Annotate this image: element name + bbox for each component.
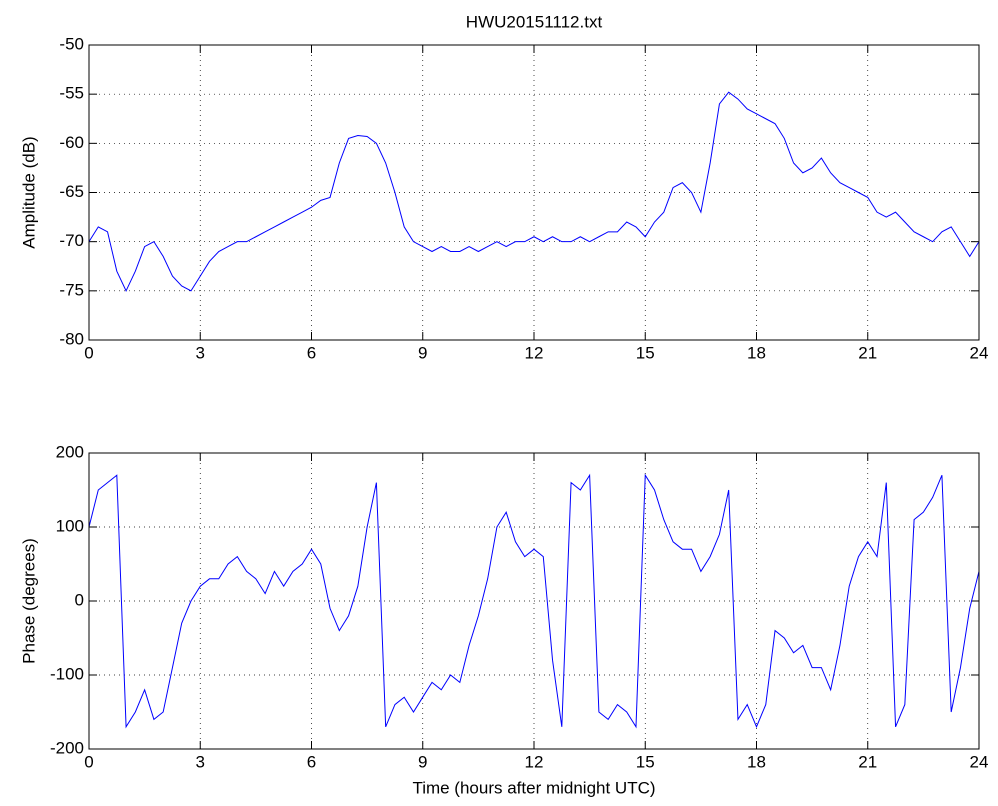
x-tick-label: 6: [307, 343, 316, 362]
x-tick-label: 24: [970, 752, 989, 771]
y-tick-label: -100: [50, 664, 84, 683]
x-tick-label: 12: [525, 752, 544, 771]
x-tick-label: 18: [747, 343, 766, 362]
data-line: [88, 473, 980, 729]
y-axis-label: Phase (degrees): [19, 538, 38, 664]
y-tick-label: -200: [50, 738, 84, 757]
y-tick-label: 100: [56, 516, 84, 535]
chart-title: HWU20151112.txt: [466, 12, 603, 31]
y-tick-label: -50: [59, 34, 84, 53]
x-tick-label: 18: [747, 752, 766, 771]
axes-frame: [88, 44, 980, 341]
x-tick-label: 21: [858, 752, 877, 771]
y-axis-label: Amplitude (dB): [19, 136, 38, 248]
y-tick-label: -80: [59, 329, 84, 348]
x-tick-label: 6: [307, 752, 316, 771]
data-line: [88, 91, 980, 293]
y-tick-label: -55: [59, 84, 84, 103]
x-tick-label: 0: [84, 752, 93, 771]
axes-frame: [88, 452, 980, 750]
x-tick-label: 3: [196, 752, 205, 771]
y-tick-label: -65: [59, 182, 84, 201]
x-tick-label: 9: [418, 343, 427, 362]
x-tick-label: 9: [418, 752, 427, 771]
x-tick-label: 12: [525, 343, 544, 362]
y-tick-label: -60: [59, 133, 84, 152]
x-tick-label: 21: [858, 343, 877, 362]
y-tick-label: 200: [56, 442, 84, 461]
x-axis-label: Time (hours after midnight UTC): [412, 778, 655, 797]
x-tick-label: 0: [84, 343, 93, 362]
x-tick-label: 15: [636, 752, 655, 771]
y-tick-label: 0: [75, 590, 84, 609]
y-tick-label: -75: [59, 280, 84, 299]
x-tick-label: 15: [636, 343, 655, 362]
x-tick-label: 24: [970, 343, 989, 362]
x-tick-label: 3: [196, 343, 205, 362]
y-tick-label: -70: [59, 231, 84, 250]
